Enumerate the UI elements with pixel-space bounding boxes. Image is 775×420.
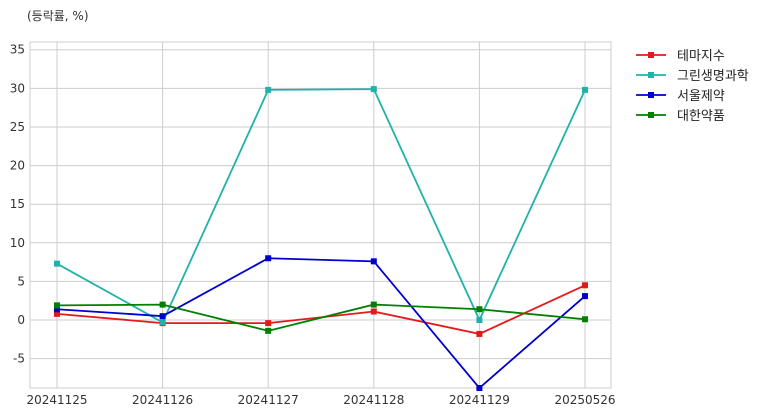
x-tick-label: 20241127 (238, 393, 299, 407)
data-point (582, 282, 588, 289)
legend-item: 대한약품 (636, 109, 725, 124)
legend-item: 그린생명과학 (636, 69, 749, 84)
y-tick-label: 15 (10, 197, 25, 211)
series-4 (54, 301, 588, 334)
data-point (370, 86, 377, 93)
data-point (370, 308, 377, 315)
x-tick-label: 20241126 (132, 393, 193, 407)
y-tick-label: 20 (10, 159, 25, 173)
legend-label: 대한약품 (677, 109, 725, 124)
series-3 (54, 255, 588, 391)
y-tick-label: 35 (10, 43, 25, 57)
data-point (159, 313, 166, 320)
data-point (54, 306, 60, 313)
data-point (370, 258, 377, 265)
data-point (265, 320, 272, 327)
data-point (265, 86, 272, 93)
series-line (56, 284, 586, 335)
data-point (582, 316, 588, 323)
unit-label: (등락률, %) (27, 9, 89, 23)
y-tick-label: -5 (13, 352, 25, 366)
series-2 (54, 86, 588, 326)
data-point (476, 306, 483, 313)
x-axis: 20241125 20241126 20241127 20241128 20241129… (26, 393, 615, 407)
data-point (582, 86, 588, 93)
data-point (582, 293, 588, 300)
series (54, 86, 588, 391)
data-point (370, 301, 377, 308)
data-point (265, 327, 272, 334)
legend-item: 테마지수 (636, 49, 725, 64)
legend-item: 서울제약 (636, 89, 725, 104)
data-point (476, 317, 483, 324)
x-tick-label: 20250526 (554, 393, 615, 407)
x-tick-label: 20241125 (26, 393, 87, 407)
series-line (56, 303, 586, 332)
series-line (56, 257, 586, 390)
data-point (54, 260, 60, 267)
y-tick-label: 10 (10, 236, 25, 250)
x-tick-label: 20241128 (343, 393, 404, 407)
data-point (159, 319, 166, 326)
legend-label: 그린생명과학 (677, 69, 749, 84)
legend-marker (648, 92, 654, 98)
legend-marker (648, 52, 654, 58)
y-tick-label: 25 (10, 120, 25, 134)
data-point (54, 302, 60, 309)
grid (30, 42, 611, 388)
data-point (476, 330, 483, 337)
legend-label: 테마지수 (677, 49, 725, 64)
legend-marker (648, 112, 654, 118)
y-axis: -5 0 5 10 15 20 25 30 35 (10, 43, 25, 366)
legend-label: 서울제약 (677, 89, 725, 104)
series-1 (54, 282, 588, 337)
plot-frame (29, 41, 612, 389)
y-tick-label: 30 (10, 81, 25, 95)
y-tick-label: 0 (17, 313, 25, 327)
data-point (54, 310, 60, 317)
series-line (56, 88, 586, 324)
data-point (265, 255, 272, 262)
legend-marker (648, 72, 654, 78)
y-tick-label: 5 (17, 274, 25, 288)
data-point (476, 385, 483, 391)
x-tick-label: 20241129 (449, 393, 510, 407)
data-point (159, 301, 166, 308)
